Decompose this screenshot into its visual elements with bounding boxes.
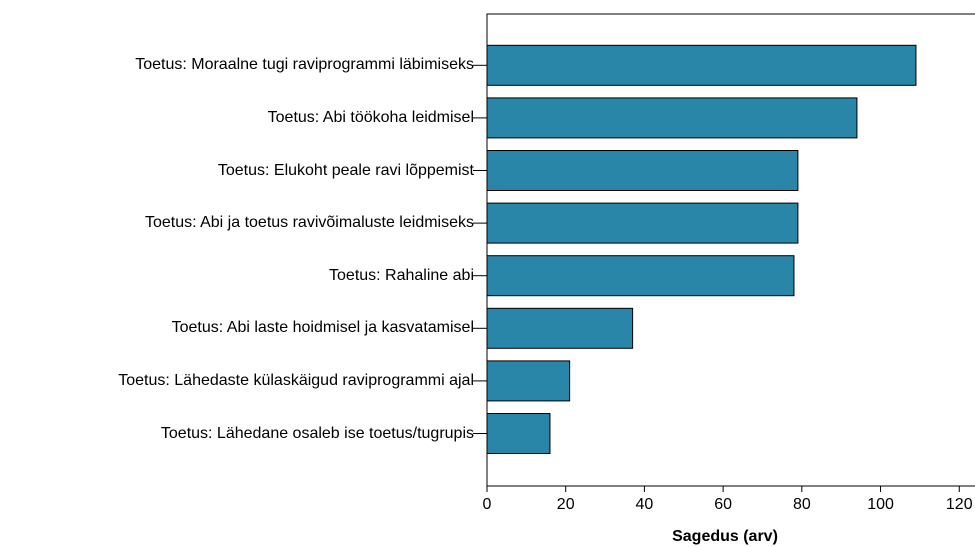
bar: [486, 97, 858, 139]
y-tick-label: Toetus: Rahaline abi: [329, 266, 474, 284]
plot-frame: [486, 13, 975, 487]
bar: [486, 413, 551, 454]
x-axis-label: Sagedus (arv): [672, 528, 778, 545]
y-tick-label: Toetus: Elukoht peale ravi lõppemist: [217, 161, 474, 179]
y-tick-label: Toetus: Abi ja toetus ravivõimaluste lei…: [144, 214, 474, 232]
y-tick-label: Toetus: Lähedaste külaskäigud raviprogra…: [118, 371, 474, 389]
x-tick-label: 100: [867, 496, 894, 513]
x-tick-label: 20: [557, 496, 575, 513]
bar: [486, 44, 917, 86]
bar: [486, 150, 799, 191]
y-tick-label: Toetus: Abi laste hoidmisel ja kasvatami…: [171, 319, 474, 337]
y-tick-label: Toetus: Moraalne tugi raviprogrammi läbi…: [135, 56, 474, 74]
bar: [486, 255, 795, 297]
x-tick-label: 120: [946, 496, 973, 513]
bar: [486, 360, 571, 402]
x-tick-label: 0: [483, 496, 492, 513]
bar: [486, 202, 799, 244]
x-tick-label: 40: [636, 496, 654, 513]
x-tick-label: 60: [714, 496, 732, 513]
y-tick-label: Toetus: Lähedane osaleb ise toetus/tugru…: [160, 424, 474, 442]
y-tick-label: Toetus: Abi töökoha leidmisel: [267, 108, 474, 126]
x-tick-label: 80: [793, 496, 811, 513]
bar: [486, 307, 634, 349]
